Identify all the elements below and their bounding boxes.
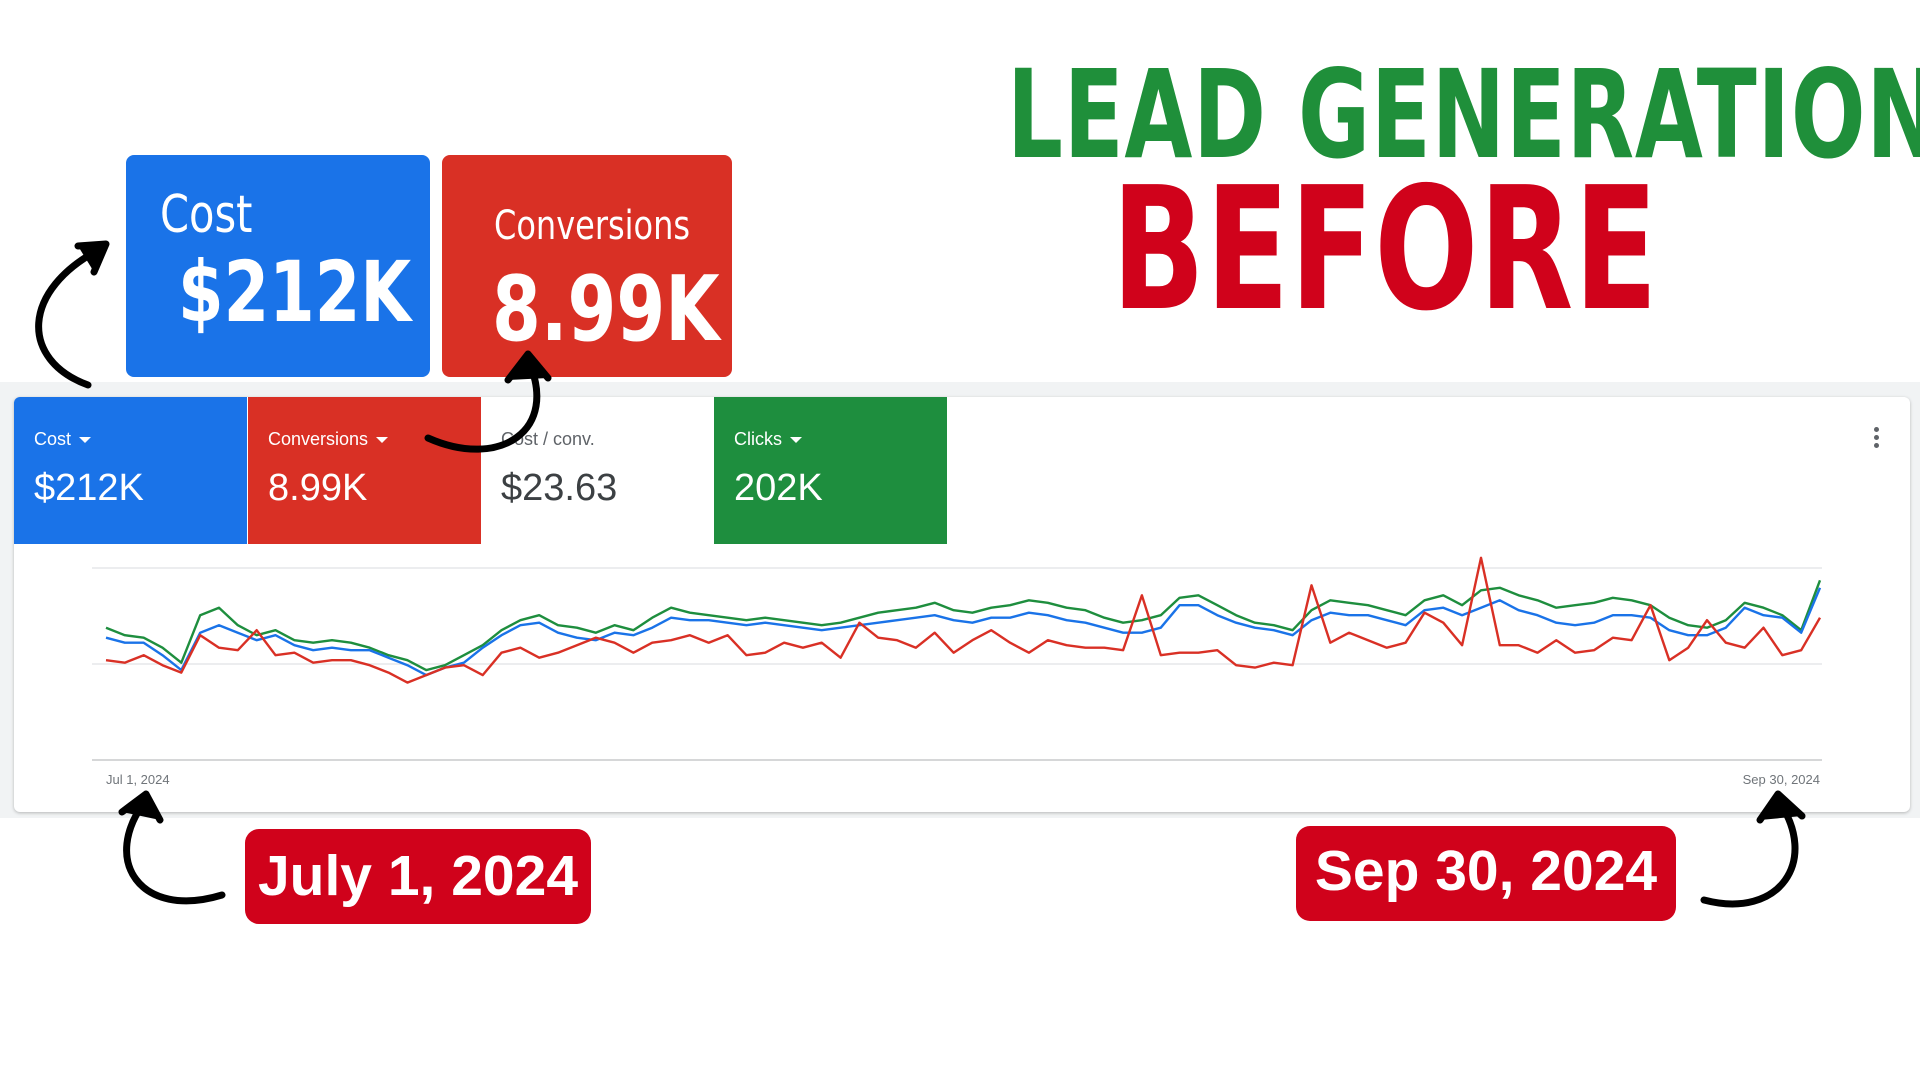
arrowhead-icon: [1756, 790, 1806, 824]
x-tick-start: Jul 1, 2024: [106, 772, 170, 787]
metric-tile-value: 202K: [734, 467, 823, 509]
callout-conversions-label: Conversions: [494, 203, 691, 249]
performance-card: Cost $212K Conversions 8.99K Cost / conv…: [14, 397, 1910, 812]
callout-conversions-value: 8.99K: [492, 257, 720, 362]
callout-cost: Cost $212K: [126, 155, 430, 377]
metric-tile-label: Clicks: [734, 429, 802, 450]
curved-arrow-icon: [123, 796, 226, 905]
arrowhead-icon: [504, 350, 552, 384]
headline-before: BEFORE: [1111, 151, 1659, 349]
callout-conversions: Conversions 8.99K: [442, 155, 732, 377]
series-line-cost: [105, 587, 1822, 677]
end-date-badge: Sep 30, 2024: [1296, 826, 1676, 921]
more-vert-icon[interactable]: [1874, 427, 1880, 451]
callout-cost-value: $212K: [178, 243, 412, 341]
caret-down-icon: [790, 437, 802, 444]
metric-tile-conversions[interactable]: Conversions 8.99K: [248, 397, 481, 544]
start-date-badge: July 1, 2024: [245, 829, 591, 924]
arrowhead-icon: [74, 240, 110, 276]
metric-tile-label: Cost: [34, 429, 92, 450]
metric-tile-value: $212K: [34, 467, 144, 509]
curved-arrow-icon: [424, 356, 541, 453]
curved-arrow-icon: [1700, 796, 1799, 908]
metric-tile-value: 8.99K: [268, 467, 368, 509]
metric-tile-label: Conversions: [268, 429, 389, 450]
caret-down-icon: [79, 437, 92, 444]
arrowhead-icon: [118, 790, 164, 824]
metric-tile-cost[interactable]: Cost $212K: [14, 397, 247, 544]
x-tick-end: Sep 30, 2024: [1743, 772, 1820, 787]
curved-arrow-icon: [35, 244, 106, 389]
series-line-conversions: [105, 556, 1822, 684]
caret-down-icon: [376, 437, 389, 444]
metric-tile-clicks[interactable]: Clicks 202K: [714, 397, 947, 544]
series-line-clicks: [105, 579, 1822, 672]
metric-tile-value: $23.63: [501, 467, 618, 509]
callout-cost-label: Cost: [160, 185, 253, 245]
